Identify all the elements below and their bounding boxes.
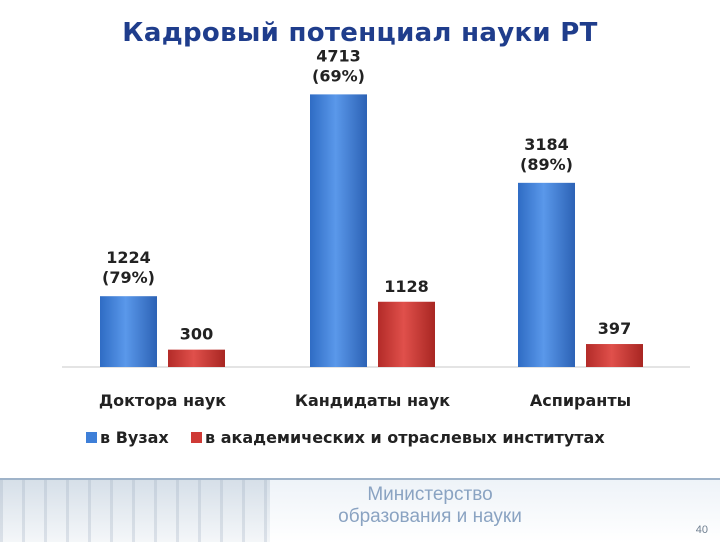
ministry-line-2: образования и науки <box>338 506 522 527</box>
bar-inst <box>168 349 225 367</box>
data-label-percent: (89%) <box>520 155 573 174</box>
x-tick-label: Кандидаты наук <box>295 391 450 410</box>
page-title: Кадровый потенциал науки РТ <box>122 18 598 48</box>
data-label-percent: (79%) <box>102 268 155 287</box>
data-label: 1224 <box>106 248 151 267</box>
bar-inst <box>378 301 435 367</box>
data-label: 300 <box>180 325 213 344</box>
ministry-line-1: Министерство <box>367 484 493 505</box>
legend-label: в Вузах <box>100 428 169 447</box>
legend-label: в академических и отраслевых институтах <box>205 428 605 447</box>
bar-vuz <box>100 296 157 367</box>
x-tick-label: Аспиранты <box>530 391 631 410</box>
x-tick-label: Доктора наук <box>99 391 226 410</box>
page-number: 40 <box>695 524 708 536</box>
chart-legend: в Вузах в академических и отраслевых инст… <box>86 428 605 447</box>
data-label: 3184 <box>524 135 569 154</box>
data-label: 397 <box>598 319 631 338</box>
bar-chart: 1224(79%) 300 Доктора наук 4713(69%) 1128 Кан… <box>62 46 690 447</box>
ministry-logo-text: Министерство образования и науки <box>300 484 560 528</box>
data-label: 4713 <box>316 46 361 65</box>
data-label: 1128 <box>384 277 429 296</box>
legend-swatch <box>191 432 202 443</box>
bar-vuz <box>310 94 367 368</box>
bar-inst <box>586 344 643 367</box>
legend-swatch <box>86 432 97 443</box>
building-photo <box>0 480 270 542</box>
data-label-percent: (69%) <box>312 66 365 85</box>
bar-vuz <box>518 182 575 367</box>
footer-banner: Министерство образования и науки 40 <box>0 478 720 542</box>
